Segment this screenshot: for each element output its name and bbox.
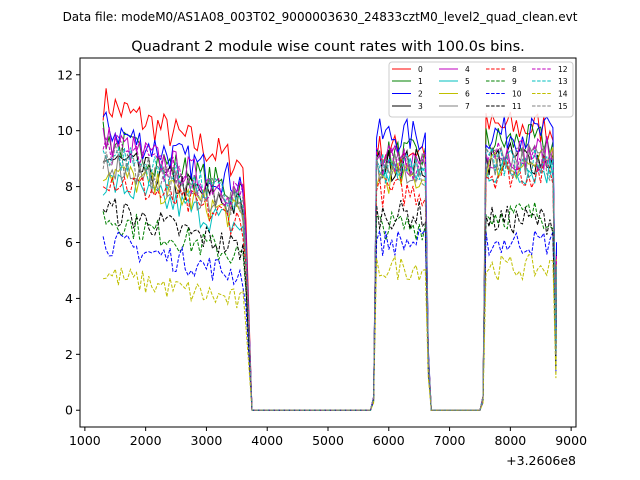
y-tick-label: 4 [65,291,73,306]
y-tick-label: 10 [57,123,73,138]
legend-label-9: 9 [512,77,517,86]
y-tick-label: 12 [57,67,73,82]
legend-label-12: 12 [558,65,568,74]
legend-label-14: 14 [558,89,568,98]
x-tick-label: 2000 [130,433,162,448]
series-layer [102,88,557,411]
axes-layer: 1000 2000 3000 4000 5000 6000 7000 8000 9000 0 2 4 6… [57,67,587,448]
y-tick-label: 6 [65,235,73,250]
chart-title: Quadrant 2 module wise count rates with … [131,39,525,55]
x-tick-label: 6000 [373,433,405,448]
legend-box [388,61,574,118]
y-tick-label: 0 [65,403,73,418]
legend-label-13: 13 [558,77,568,86]
legend-label-15: 15 [558,102,568,111]
x-tick-label: 5000 [312,433,344,448]
x-tick-label: 9000 [555,433,587,448]
legend-label-7: 7 [465,102,470,111]
legend-label-8: 8 [512,65,517,74]
suptitle: Data file: modeM0/AS1A08_003T02_90000036… [63,10,578,24]
legend-label-6: 6 [465,89,470,98]
legend-label-11: 11 [512,102,522,111]
legend-label-3: 3 [418,102,423,111]
x-tick-label: 4000 [251,433,283,448]
series-line-14 [103,254,557,411]
legend-label-10: 10 [512,89,522,98]
y-tick-label: 2 [65,347,73,362]
x-tick-label: 3000 [191,433,223,448]
legend-label-2: 2 [418,89,423,98]
y-tick-label: 8 [65,179,73,194]
x-tick-label: 8000 [494,433,526,448]
series-line-13 [102,145,557,411]
legend-label-4: 4 [465,65,470,74]
x-tick-label: 7000 [434,433,466,448]
x-offset-label: +3.2606e8 [506,453,576,468]
legend-label-5: 5 [465,77,470,86]
legend-label-1: 1 [418,77,423,86]
legend-label-0: 0 [418,65,423,74]
x-tick-label: 1000 [69,433,101,448]
